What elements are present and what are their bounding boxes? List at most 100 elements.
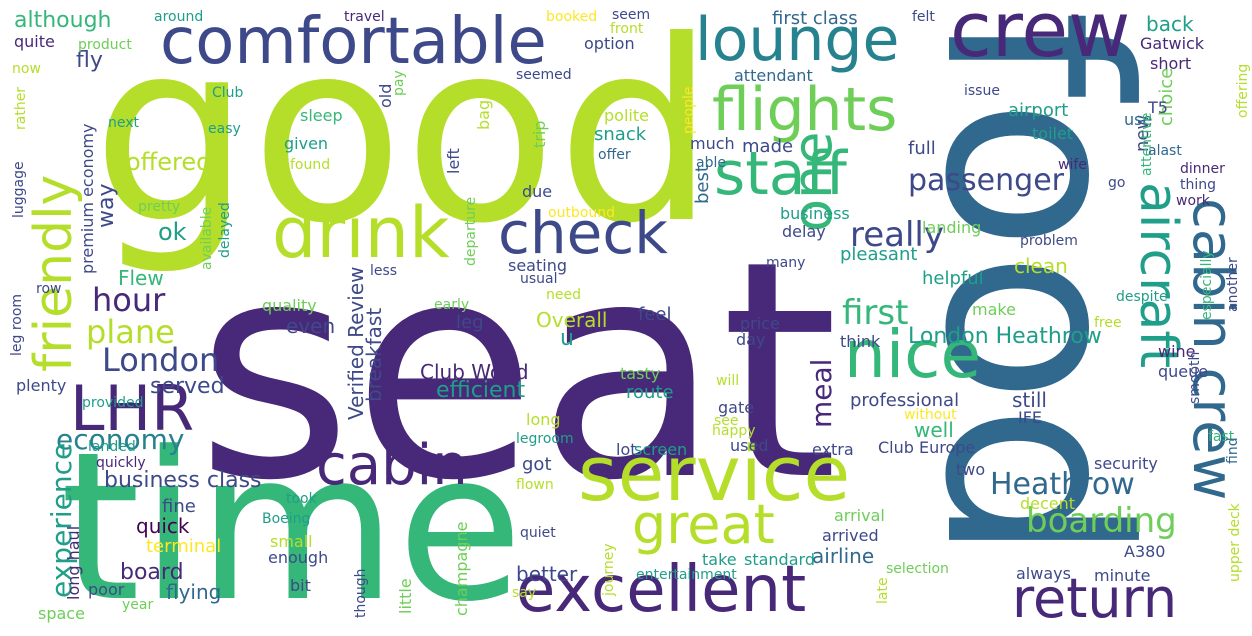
word-people: people (681, 86, 697, 134)
word-found: found (290, 157, 331, 173)
word-less: less (370, 263, 398, 279)
word-even: even (286, 314, 336, 338)
word-back: back (1146, 12, 1194, 36)
word-Club-World: Club World (420, 360, 529, 384)
word-felt: felt (912, 9, 935, 25)
word-first: first (842, 293, 909, 333)
word-queue: queue (1158, 362, 1209, 381)
word-next: next (108, 115, 140, 131)
word-left: left (444, 148, 463, 174)
word-cabin: cabin (316, 433, 468, 498)
word-problem: problem (1020, 233, 1078, 249)
word-airline: airline (812, 544, 875, 568)
word-landing: landing (922, 218, 982, 237)
word-journey: journey (601, 543, 617, 596)
word-flying: flying (166, 580, 222, 604)
word-served: served (150, 374, 225, 399)
word-front: front (610, 21, 644, 37)
word-snack: snack (594, 124, 647, 145)
word-feel: feel (638, 304, 672, 325)
word-quite: quite (14, 32, 55, 51)
word-crew: crew (950, 0, 1131, 74)
word-late: late (875, 577, 891, 604)
word-option: option (584, 34, 635, 53)
word-seating: seating (508, 256, 567, 275)
word-despite: despite (1116, 289, 1168, 305)
word-tasty: tasty (620, 364, 661, 383)
word-clean: clean (1014, 254, 1068, 278)
word-fast: fast (1208, 429, 1235, 445)
word-offered: offered (126, 148, 212, 176)
word-u: u (560, 326, 574, 351)
word-lounge: lounge (695, 5, 900, 75)
word-take: take (702, 550, 737, 569)
word-quality: quality (262, 296, 317, 315)
word-London-Heathrow: London Heathrow (908, 324, 1102, 349)
word-excellent: excellent (516, 553, 807, 627)
word-landed: landed (88, 439, 136, 455)
word-pay: pay (391, 70, 407, 96)
word-London: London (102, 341, 220, 379)
word-check: check (498, 199, 668, 267)
word-plane: plane (86, 313, 175, 351)
word-offering: offering (1235, 63, 1251, 118)
word-poor: poor (88, 580, 125, 599)
word-gate: gate (718, 398, 755, 417)
word-selection: selection (886, 561, 949, 577)
word-lot: lot (616, 440, 637, 459)
word-made: made (742, 136, 794, 157)
word-way: way (94, 183, 119, 229)
word-arrived: arrived (822, 526, 879, 545)
word-efficient: efficient (436, 378, 526, 403)
word-entertainment: entertainment (636, 567, 737, 583)
word-alast: alast (1148, 143, 1182, 159)
word-upper-deck: upper deck (1227, 503, 1243, 582)
word-aircraft: aircraft (1128, 182, 1188, 369)
word-board: board (120, 560, 184, 585)
word-Boeing: Boeing (262, 511, 311, 527)
word-staff: staff (714, 139, 847, 209)
word-though: though (353, 568, 369, 618)
word-IFE: IFE (1018, 408, 1043, 427)
word-travel: travel (344, 9, 385, 25)
word-space: space (38, 604, 85, 623)
word-available: available (199, 206, 215, 270)
word-quick: quick (136, 514, 190, 538)
word-good: good (92, 0, 716, 278)
word-issue: issue (964, 83, 1000, 99)
word-champagne: champagne (452, 521, 471, 616)
word-smooth: smooth (1187, 351, 1203, 404)
word-standard: standard (744, 550, 815, 569)
word-screen: screen (634, 440, 688, 459)
word-still: still (1012, 388, 1047, 412)
word-A380: A380 (1124, 542, 1166, 561)
word-decent: decent (1020, 494, 1076, 513)
word-provided: provided (82, 395, 144, 411)
word-well: well (914, 418, 954, 442)
word-luggage: luggage (11, 161, 27, 218)
word-booked: booked (546, 9, 598, 25)
word-took: took (286, 491, 317, 507)
word-due: due (522, 182, 553, 201)
word-delayed: delayed (217, 202, 233, 258)
word-without: without (904, 407, 957, 423)
word-hour: hour (92, 281, 166, 319)
word-Heathrow: Heathrow (990, 467, 1135, 502)
word-leg: leg (456, 312, 484, 333)
word-leg-room: leg room (9, 293, 25, 356)
word-full: full (908, 138, 936, 159)
word-short: short (1150, 54, 1192, 73)
word-airport: airport (1008, 100, 1069, 121)
word-early: early (434, 297, 470, 313)
word-given: given (284, 134, 329, 153)
word-row: row (36, 281, 62, 297)
word-time: time (60, 409, 524, 636)
word-extra: extra (812, 440, 854, 459)
word-free: free (1094, 315, 1122, 331)
word-ok: ok (158, 218, 187, 246)
word-wine: wine (1158, 342, 1196, 361)
word-seem: seem (612, 7, 651, 23)
word-say: say (512, 585, 537, 601)
word-quiet: quiet (520, 525, 556, 541)
word-terminal: terminal (146, 536, 222, 557)
